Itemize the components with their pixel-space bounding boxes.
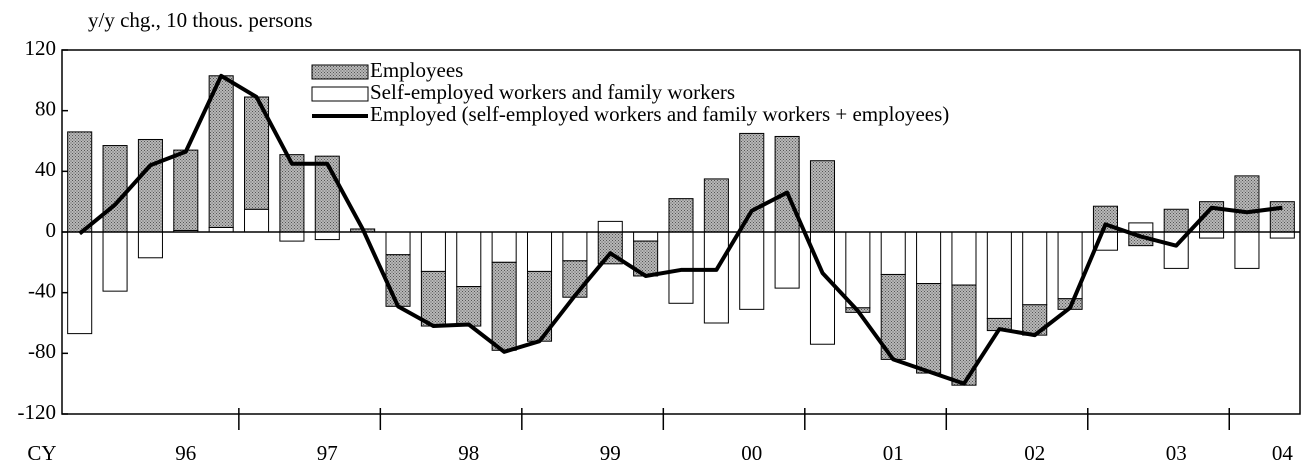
bar bbox=[67, 131, 93, 233]
x-tick-label: 96 bbox=[175, 441, 196, 465]
x-tick-label: 03 bbox=[1166, 441, 1187, 465]
y-tick-label: -120 bbox=[18, 400, 57, 424]
bar bbox=[1269, 201, 1295, 233]
bar bbox=[456, 231, 482, 288]
bar bbox=[703, 231, 729, 324]
y-tick-label: 40 bbox=[35, 157, 56, 181]
bar bbox=[845, 231, 871, 309]
bar bbox=[986, 231, 1012, 319]
bar bbox=[491, 231, 517, 263]
bar bbox=[385, 254, 411, 307]
bar bbox=[633, 231, 659, 242]
bar bbox=[916, 231, 942, 285]
bar bbox=[173, 149, 199, 231]
x-tick-label: 00 bbox=[741, 441, 762, 465]
bar bbox=[137, 138, 163, 233]
y-tick-label: 120 bbox=[25, 36, 57, 60]
x-tick-label: 98 bbox=[458, 441, 479, 465]
bar bbox=[739, 231, 765, 310]
x-tick-label: 01 bbox=[883, 441, 904, 465]
bar bbox=[597, 220, 623, 233]
line bbox=[78, 73, 1283, 386]
x-tick-label: 02 bbox=[1024, 441, 1045, 465]
bar bbox=[951, 231, 977, 286]
bar bbox=[739, 132, 765, 233]
bar bbox=[1163, 208, 1189, 233]
bar bbox=[1022, 231, 1048, 306]
bar bbox=[420, 270, 446, 327]
bar bbox=[880, 231, 906, 275]
bar bbox=[809, 231, 836, 345]
legend-label: Employees bbox=[370, 58, 463, 82]
bar bbox=[774, 231, 800, 289]
bar bbox=[1057, 231, 1083, 300]
x-tick-label: 97 bbox=[317, 441, 338, 465]
bar bbox=[1234, 175, 1260, 233]
bar bbox=[102, 231, 128, 292]
x-axis-label: CY bbox=[27, 441, 56, 465]
y-tick-label: 80 bbox=[35, 96, 56, 120]
bar bbox=[67, 231, 93, 335]
bar bbox=[314, 231, 340, 241]
bar bbox=[1128, 222, 1154, 233]
bar bbox=[562, 231, 588, 262]
bar bbox=[1269, 231, 1295, 239]
bar bbox=[102, 145, 128, 233]
bar bbox=[562, 260, 588, 298]
x-tick-label: 99 bbox=[600, 441, 621, 465]
bar bbox=[597, 231, 623, 265]
bar bbox=[279, 154, 305, 233]
bar bbox=[1199, 231, 1225, 239]
bar bbox=[279, 231, 305, 242]
bar bbox=[668, 231, 694, 304]
x-tick-label: 04 bbox=[1272, 441, 1294, 465]
legend-swatch bbox=[311, 64, 369, 80]
bar bbox=[916, 283, 942, 374]
bar bbox=[244, 208, 270, 233]
bar bbox=[809, 160, 836, 233]
legend-label: Self-employed workers and family workers bbox=[370, 80, 735, 104]
bar bbox=[703, 178, 729, 233]
legend-label: Employed (self-employed workers and fami… bbox=[370, 102, 949, 126]
bar bbox=[137, 231, 163, 259]
bar bbox=[526, 231, 553, 272]
bar bbox=[668, 198, 694, 233]
y-tick-label: -40 bbox=[28, 278, 56, 302]
y-tick-label: 0 bbox=[46, 218, 57, 242]
chart-title: y/y chg., 10 thous. persons bbox=[88, 8, 313, 32]
bar bbox=[420, 231, 446, 272]
bar bbox=[385, 231, 411, 256]
bar bbox=[526, 270, 553, 342]
bar bbox=[774, 135, 800, 233]
bar bbox=[1234, 231, 1260, 269]
bar bbox=[314, 155, 340, 233]
legend-swatch bbox=[311, 86, 369, 102]
bar bbox=[208, 75, 234, 228]
y-tick-label: -80 bbox=[28, 339, 56, 363]
bar bbox=[456, 286, 482, 327]
bar bbox=[491, 261, 517, 351]
